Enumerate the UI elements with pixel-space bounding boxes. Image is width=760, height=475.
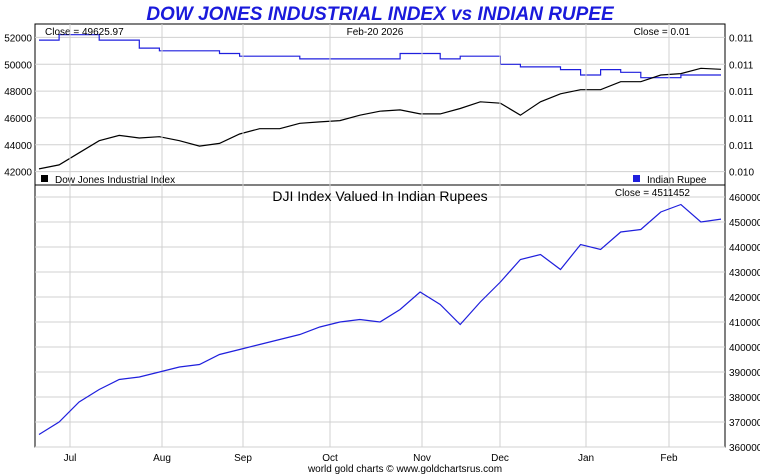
dow-series-line xyxy=(38,67,722,170)
month-label: Feb xyxy=(660,453,678,464)
rupee-series-line xyxy=(39,34,721,79)
bottom-tick-label: 4200000 xyxy=(729,293,760,304)
right-tick-label: 0.011 xyxy=(729,60,754,71)
month-label: Jan xyxy=(578,453,594,464)
bottom-right-axis: 3600000 3700000 3800000 3900000 4000000 41000… xyxy=(729,193,760,454)
footer-credit: world gold charts © www.goldchartsrus.co… xyxy=(307,464,502,475)
bottom-tick-label: 4500000 xyxy=(729,218,760,229)
month-label: Dec xyxy=(491,453,509,464)
right-tick-label: 0.011 xyxy=(729,114,754,125)
legend-label-dow: Dow Jones Industrial Index xyxy=(55,175,175,186)
left-tick-label: 46000 xyxy=(4,114,32,125)
top-right-axis: 0.010 0.011 0.011 0.011 0.011 0.011 xyxy=(729,33,754,178)
month-label: Aug xyxy=(153,453,171,464)
right-tick-label: 0.011 xyxy=(729,33,754,44)
right-tick-label: 0.011 xyxy=(729,87,754,98)
legend-label-rupee: Indian Rupee xyxy=(647,175,707,186)
left-tick-label: 42000 xyxy=(4,168,32,179)
legend-swatch-rupee xyxy=(633,175,640,182)
left-tick-label: 48000 xyxy=(4,87,32,98)
bottom-tick-label: 4000000 xyxy=(729,343,760,354)
month-label: Nov xyxy=(413,453,431,464)
top-panel-frame xyxy=(34,23,726,186)
bottom-tick-label: 4600000 xyxy=(729,193,760,204)
legend-swatch-dow xyxy=(41,175,48,182)
bottom-tick-label: 4300000 xyxy=(729,268,760,279)
month-label: Jul xyxy=(64,453,77,464)
top-right-close-label: Close = 0.01 xyxy=(634,27,691,38)
right-tick-label: 0.010 xyxy=(729,168,754,179)
bottom-tick-label: 3600000 xyxy=(729,443,760,454)
chart-title: DOW JONES INDUSTRIAL INDEX vs INDIAN RUP… xyxy=(146,4,615,25)
bottom-tick-label: 3900000 xyxy=(729,368,760,379)
bottom-panel: 3600000 3700000 3800000 3900000 4000000 41000… xyxy=(34,24,760,464)
month-label: Sep xyxy=(234,453,252,464)
x-axis: Jul Aug Sep Oct Nov Dec Jan Feb xyxy=(64,453,678,464)
date-label: Feb-20 2026 xyxy=(347,27,404,38)
bottom-panel-title: DJI Index Valued In Indian Rupees xyxy=(272,188,487,204)
bottom-panel-frame xyxy=(34,184,726,448)
bottom-tick-label: 4100000 xyxy=(729,318,760,329)
bottom-tick-label: 3700000 xyxy=(729,418,760,429)
dji-inr-series-line xyxy=(38,203,722,436)
top-left-axis: 42000 44000 46000 48000 50000 52000 xyxy=(4,33,32,178)
left-tick-label: 52000 xyxy=(4,33,32,44)
bottom-panel-grid xyxy=(35,24,725,448)
bottom-tick-label: 4400000 xyxy=(729,243,760,254)
right-tick-label: 0.011 xyxy=(729,141,754,152)
month-label: Oct xyxy=(322,453,338,464)
top-panel-grid xyxy=(35,36,725,173)
bottom-close-label: Close = 4511452 xyxy=(615,188,691,199)
left-tick-label: 44000 xyxy=(4,141,32,152)
bottom-tick-label: 3800000 xyxy=(729,393,760,404)
left-tick-label: 50000 xyxy=(4,60,32,71)
top-left-close-label: Close = 49625.97 xyxy=(45,27,124,38)
